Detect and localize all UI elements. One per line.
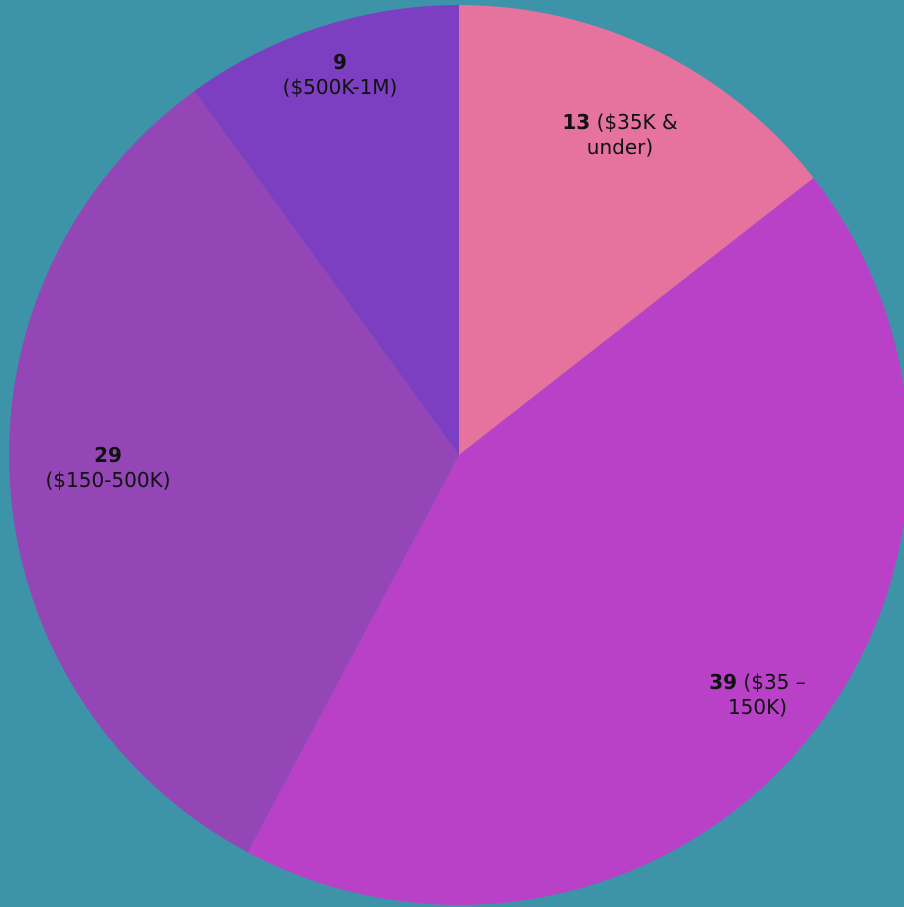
slice-value: 9 [333, 50, 347, 74]
slice-category: ($150-500K) [45, 468, 171, 492]
pie-slice [194, 5, 459, 455]
slice-category: ($35K & under) [586, 110, 678, 159]
slice-value: 29 [94, 443, 122, 467]
slice-label: 9 ($500K-1M) [250, 50, 430, 100]
slice-category: ($500K-1M) [282, 75, 398, 99]
pie-slice [459, 5, 814, 455]
slice-category: ($35 – 150K) [727, 670, 806, 719]
slice-label: 29 ($150-500K) [18, 443, 198, 493]
slice-value: 39 [709, 670, 738, 694]
slice-label: 39 ($35 – 150K) [680, 670, 835, 720]
slice-value: 13 [562, 110, 591, 134]
pie-slice [247, 177, 904, 905]
pie-slice [8, 90, 459, 853]
slice-label: 13 ($35K & under) [535, 110, 705, 160]
